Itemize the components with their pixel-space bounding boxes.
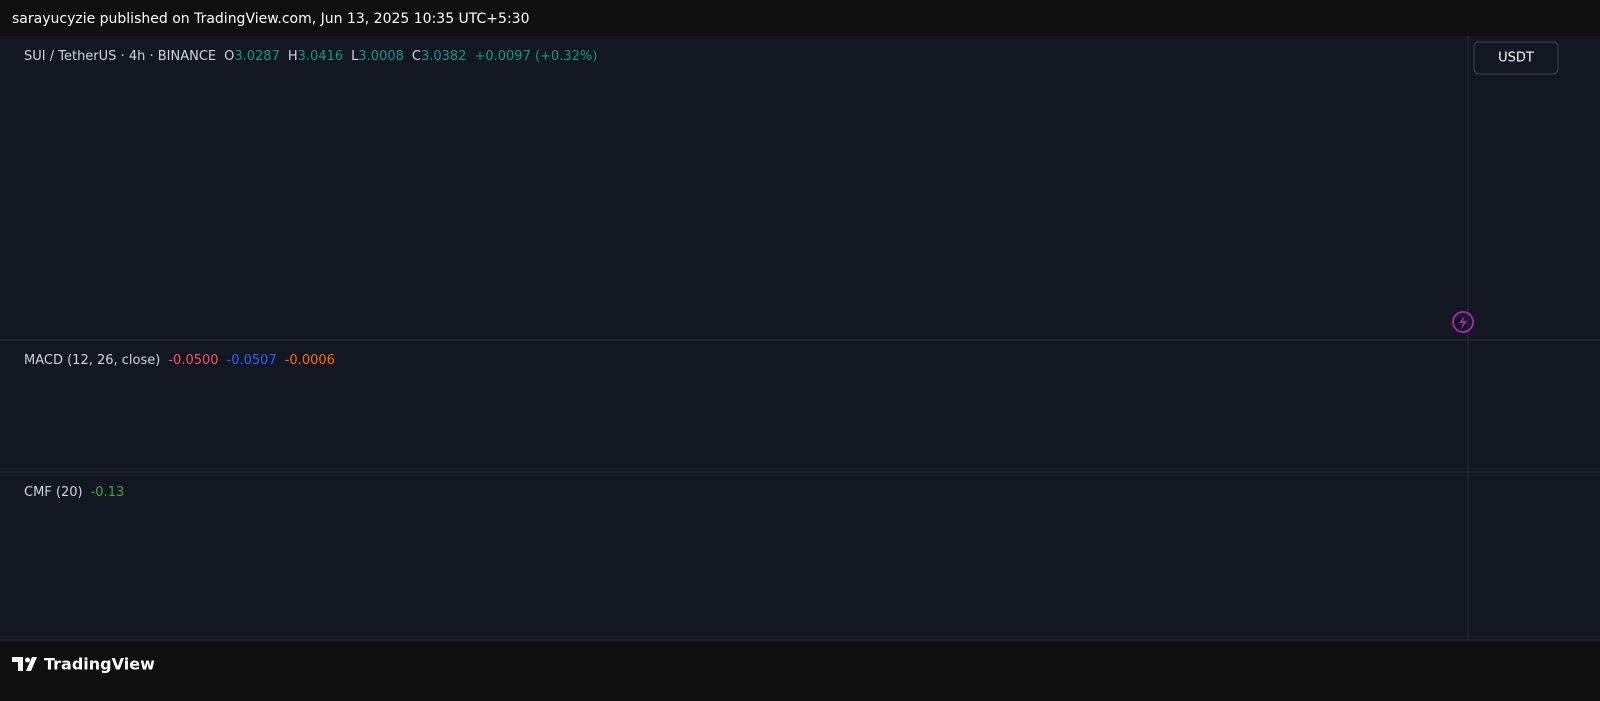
cmf-title: CMF (20) <box>24 485 83 500</box>
currency-label[interactable]: USDT <box>1498 51 1534 66</box>
signal-value: -0.0006 <box>285 353 335 368</box>
brand-logo <box>25 657 30 663</box>
change: +0.0097 (+0.32%) <box>474 49 597 64</box>
legend-letter: C <box>412 49 421 64</box>
footer-bar <box>0 641 1600 701</box>
currency-button[interactable] <box>1473 41 1559 75</box>
alert-icon[interactable] <box>1459 315 1467 330</box>
legend-letter: L <box>351 49 359 64</box>
legend-letter: H <box>288 49 298 64</box>
macd-title: MACD (12, 26, close) <box>24 353 160 368</box>
brand-logo <box>12 657 37 671</box>
cmf-legend: CMF (20) -0.13 <box>24 485 124 500</box>
alert-icon[interactable] <box>1452 311 1474 333</box>
high-value: 3.0416 <box>298 49 344 64</box>
macd-legend: MACD (12, 26, close) -0.0500 -0.0507 -0.000… <box>24 353 335 368</box>
price-legend: SUI / TetherUS · 4h · BINANCE O3.0287 H3.0… <box>24 49 597 64</box>
cmf-value: -0.13 <box>91 485 125 500</box>
macd-value: -0.0507 <box>227 353 277 368</box>
top-bar <box>0 0 1600 36</box>
symbol: SUI / TetherUS · 4h · BINANCE <box>24 49 216 64</box>
legend-letter: O <box>224 49 234 64</box>
low-value: 3.0008 <box>358 49 404 64</box>
brand-name: TradingView <box>44 655 155 674</box>
close-value: 3.0382 <box>421 49 467 64</box>
published-note: sarayucyzie published on TradingView.com… <box>12 11 529 27</box>
open-value: 3.0287 <box>234 49 280 64</box>
histogram-value: -0.0500 <box>168 353 218 368</box>
